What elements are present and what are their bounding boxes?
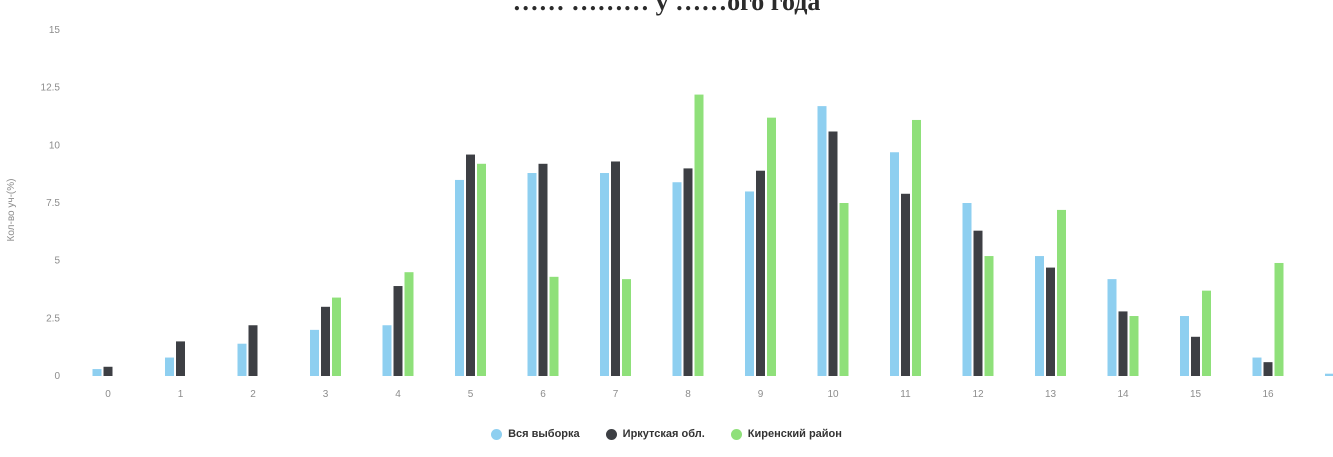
y-tick-label: 5 (54, 256, 60, 267)
bar-3-cat-7[interactable] (622, 279, 631, 376)
bar-2-cat-2[interactable] (248, 325, 258, 376)
bar-1-cat-3[interactable] (310, 329, 319, 376)
x-tick-label: 4 (395, 389, 401, 400)
bar-2-cat-16[interactable] (1263, 362, 1273, 376)
bar-1-cat-2[interactable] (237, 343, 247, 376)
bars-group (92, 94, 1333, 377)
bar-1-cat-11[interactable] (890, 152, 899, 376)
bar-1-cat-9[interactable] (745, 191, 754, 376)
legend-item-series-2[interactable]: Иркутская обл. (605, 428, 705, 440)
bar-3-cat-4[interactable] (404, 272, 414, 376)
bar-1-cat-6[interactable] (527, 173, 537, 376)
bar-2-cat-14[interactable] (1118, 311, 1128, 376)
bar-2-cat-15[interactable] (1191, 336, 1200, 376)
bar-2-cat-4[interactable] (393, 286, 403, 376)
y-axis-title: Кол-во уч-(%) (6, 179, 17, 242)
bar-3-cat-16[interactable] (1274, 262, 1284, 376)
legend-swatch-series-2 (605, 428, 617, 440)
y-tick-label: 2.5 (46, 313, 60, 324)
x-tick-label: 14 (1117, 389, 1129, 400)
y-tick-label: 10 (49, 140, 61, 151)
bar-1-cat-7[interactable] (600, 173, 609, 376)
legend-item-series-1[interactable]: Вся выборка (491, 428, 580, 440)
bar-2-cat-13[interactable] (1046, 267, 1055, 376)
bar-3-cat-11[interactable] (912, 119, 921, 377)
x-axis-ticks: 01234567891011121314151617 (105, 389, 1274, 400)
bar-3-cat-10[interactable] (839, 203, 849, 376)
x-tick-label: 5 (468, 389, 474, 400)
bar-2-cat-8[interactable] (683, 168, 693, 376)
bar-1-cat-16[interactable] (1252, 357, 1262, 376)
legend-swatch-series-1 (491, 428, 503, 440)
bar-3-cat-9[interactable] (767, 117, 776, 377)
bar-1-cat-17[interactable] (1325, 373, 1333, 376)
x-tick-label: 8 (685, 389, 691, 400)
bar-3-cat-15[interactable] (1202, 290, 1211, 376)
bar-2-cat-5[interactable] (466, 154, 475, 376)
y-tick-label: 15 (49, 25, 61, 36)
bar-2-cat-3[interactable] (321, 306, 330, 376)
bar-2-cat-7[interactable] (611, 161, 620, 376)
legend-label-series-1: Вся выборка (508, 428, 580, 440)
bar-1-cat-12[interactable] (962, 203, 972, 376)
bar-2-cat-10[interactable] (828, 131, 838, 376)
chart-title: …… ……… у ……ого года (512, 0, 821, 16)
x-tick-label: 16 (1262, 389, 1274, 400)
legend-label-series-2: Иркутская обл. (622, 428, 705, 440)
bar-1-cat-5[interactable] (455, 179, 464, 376)
bar-3-cat-3[interactable] (332, 297, 341, 376)
x-tick-label: 11 (900, 389, 911, 400)
bar-1-cat-14[interactable] (1107, 279, 1117, 376)
bar-1-cat-10[interactable] (817, 106, 827, 377)
bar-1-cat-8[interactable] (672, 182, 682, 376)
bar-1-cat-0[interactable] (92, 369, 102, 376)
y-tick-label: 7.5 (46, 198, 60, 209)
bar-1-cat-4[interactable] (382, 325, 392, 376)
bar-1-cat-15[interactable] (1180, 316, 1189, 376)
y-tick-label: 0 (54, 371, 60, 382)
x-tick-label: 10 (827, 389, 839, 400)
bar-2-cat-1[interactable] (176, 341, 185, 376)
y-axis-ticks: 0 2.5 5 7.5 10 12.5 15 (41, 25, 61, 382)
bar-3-cat-13[interactable] (1057, 209, 1066, 376)
x-tick-label: 6 (540, 389, 546, 400)
x-tick-label: 15 (1190, 389, 1202, 400)
legend-swatch-series-3 (730, 428, 742, 440)
legend: Вся выборка Иркутская обл. Киренский рай… (0, 428, 1333, 440)
x-tick-label: 13 (1045, 389, 1057, 400)
y-tick-label: 12.5 (41, 83, 61, 94)
x-tick-label: 0 (105, 389, 111, 400)
bar-2-cat-6[interactable] (538, 163, 548, 376)
bar-3-cat-6[interactable] (549, 276, 559, 376)
bar-1-cat-13[interactable] (1035, 256, 1044, 376)
bar-3-cat-5[interactable] (477, 163, 486, 376)
bar-2-cat-0[interactable] (103, 366, 113, 376)
x-tick-label: 1 (178, 389, 184, 400)
bar-3-cat-8[interactable] (694, 94, 704, 376)
bar-2-cat-9[interactable] (756, 170, 765, 376)
bar-2-cat-12[interactable] (973, 230, 983, 376)
x-tick-label: 9 (758, 389, 764, 400)
bar-3-cat-14[interactable] (1129, 316, 1139, 376)
x-tick-label: 12 (972, 389, 984, 400)
x-tick-label: 3 (323, 389, 329, 400)
legend-label-series-3: Киренский район (747, 428, 842, 440)
legend-item-series-3[interactable]: Киренский район (730, 428, 842, 440)
bar-1-cat-1[interactable] (165, 357, 174, 376)
x-tick-label: 7 (613, 389, 619, 400)
bar-2-cat-11[interactable] (901, 193, 910, 376)
bar-3-cat-12[interactable] (984, 256, 994, 376)
x-tick-label: 2 (250, 389, 256, 400)
